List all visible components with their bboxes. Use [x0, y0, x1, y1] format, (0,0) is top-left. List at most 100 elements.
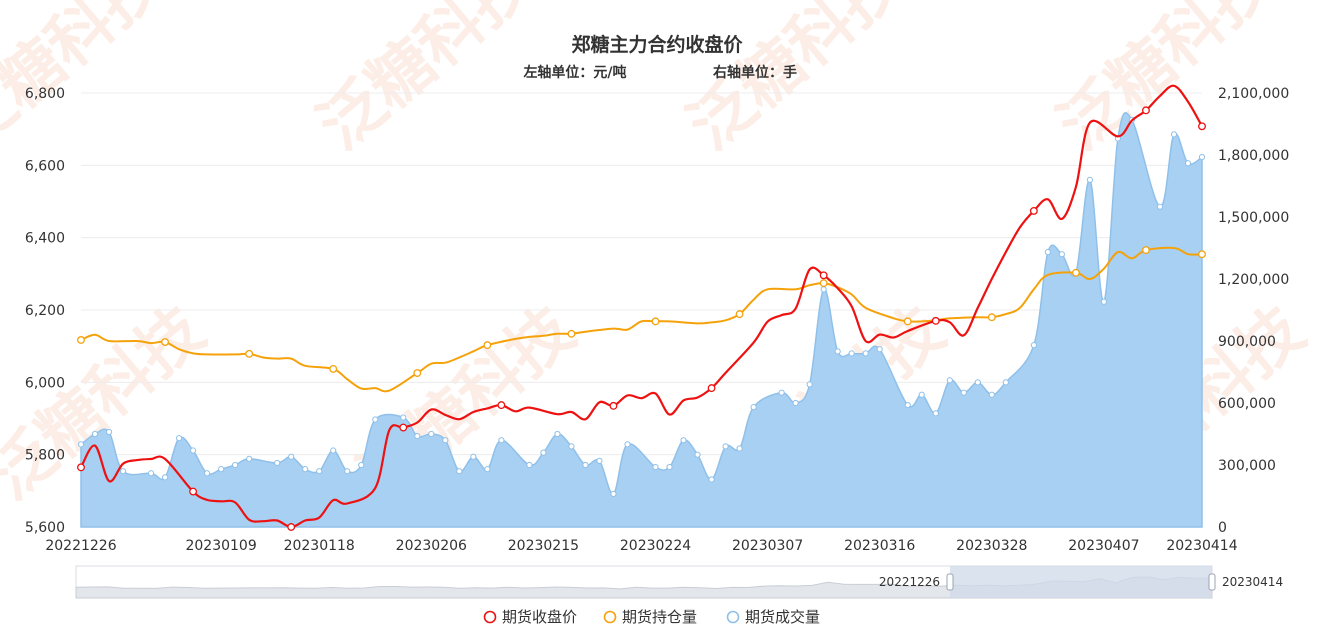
legend[interactable]: 期货收盘价 期货持仓量 期货成交量 [483, 608, 821, 626]
x-tick-label: 20230414 [1166, 538, 1237, 554]
volume-point [470, 453, 477, 460]
open-interest-point [819, 279, 828, 288]
open-interest-point [735, 310, 744, 319]
legend-label[interactable]: 期货成交量 [745, 608, 820, 626]
volume-point [596, 457, 603, 464]
volume-point [232, 461, 239, 469]
datazoom-start-handle[interactable] [946, 573, 954, 591]
right-y-tick-label: 300,000 [1218, 458, 1276, 474]
x-tick-label: 20221226 [45, 538, 116, 554]
datazoom-slider[interactable]: 20221226 20230414 [75, 565, 1283, 599]
price-point [1141, 106, 1150, 115]
volume-point [806, 381, 813, 388]
x-tick-label: 20230206 [396, 538, 467, 554]
volume-point [624, 441, 631, 448]
right-y-tick-label: 900,000 [1218, 334, 1276, 350]
volume-point [820, 286, 827, 293]
left-y-tick-label: 6,400 [25, 231, 65, 247]
legend-label[interactable]: 期货收盘价 [502, 608, 577, 626]
volume-point [708, 476, 715, 483]
volume-point [722, 443, 729, 450]
volume-point [568, 443, 575, 450]
right-y-tick-label: 1,200,000 [1218, 272, 1289, 288]
watermark-text: 泛糖科技 [305, 0, 549, 165]
volume-point [918, 391, 925, 398]
volume-point [1198, 153, 1206, 161]
open-interest-line [80, 246, 1203, 393]
x-tick-label: 20230316 [844, 538, 915, 554]
left-y-tick-label: 6,200 [25, 303, 65, 319]
open-interest-point [903, 317, 912, 326]
legend-label[interactable]: 期货持仓量 [622, 608, 697, 626]
watermark-text: 泛糖科技 [675, 0, 919, 165]
volume-point [974, 379, 981, 386]
price-point [931, 316, 940, 325]
volume-point [316, 468, 323, 475]
open-interest-point [651, 317, 660, 326]
volume-point [946, 377, 953, 384]
right-y-axis: 0 300,000 600,000 900,000 1,200,000 1,500,000… [1218, 86, 1289, 536]
volume-point [218, 466, 225, 473]
volume-point [960, 389, 967, 396]
volume-point [1100, 298, 1108, 305]
open-interest-point [161, 338, 170, 346]
volume-point [876, 346, 883, 353]
datazoom-selected-range [950, 566, 1212, 598]
plot-area [77, 84, 1206, 531]
x-tick-label: 20230109 [185, 538, 256, 554]
volume-point [161, 474, 169, 481]
volume-point [1156, 203, 1164, 210]
left-y-tick-label: 6,800 [25, 86, 65, 102]
right-y-tick-label: 2,100,000 [1218, 86, 1289, 102]
volume-point [414, 432, 421, 440]
datazoom-end-handle[interactable] [1208, 573, 1216, 591]
open-interest-point [1198, 250, 1206, 259]
left-axis-unit: 左轴单位：元/吨 [522, 64, 626, 81]
volume-point [610, 490, 617, 498]
volume-point [1184, 160, 1192, 167]
volume-point [778, 389, 785, 396]
open-interest-point [413, 369, 422, 377]
x-tick-label: 20230307 [732, 538, 803, 554]
left-y-tick-label: 6,000 [25, 375, 65, 391]
price-point [497, 401, 506, 410]
open-interest-point [1071, 268, 1080, 277]
volume-point [119, 468, 127, 475]
volume-point [904, 401, 911, 409]
price-line [80, 84, 1203, 529]
volume-point [498, 437, 505, 444]
volume-point [302, 466, 309, 473]
open-interest-point [245, 349, 254, 358]
volume-point [358, 461, 365, 469]
x-axis: 20221226 20230109 20230118 20230206 20230215… [45, 538, 1237, 554]
open-interest-point [567, 329, 576, 338]
volume-point [246, 455, 253, 462]
volume-point [834, 348, 841, 355]
price-point [399, 423, 408, 432]
datazoom-end-label: 20230414 [1222, 575, 1283, 589]
volume-point [1058, 251, 1065, 258]
open-interest-point [987, 313, 996, 322]
right-y-tick-label: 1,500,000 [1218, 210, 1289, 226]
open-interest-point [329, 364, 338, 373]
x-tick-label: 20230224 [620, 538, 691, 554]
volume-point [1030, 342, 1037, 349]
volume-point [750, 404, 757, 411]
volume-point [77, 441, 85, 448]
volume-point [582, 461, 589, 469]
volume-point [680, 437, 687, 444]
open-interest-point [77, 336, 85, 344]
volume-point [792, 399, 799, 407]
volume-point [372, 416, 379, 423]
volume-point [554, 430, 561, 438]
volume-point [105, 428, 113, 436]
right-axis-unit: 右轴单位：手 [712, 64, 797, 81]
price-point [287, 523, 296, 531]
right-y-tick-label: 0 [1218, 520, 1227, 536]
price-point [609, 401, 618, 410]
right-y-tick-label: 1,800,000 [1218, 148, 1289, 164]
x-tick-label: 20230407 [1068, 538, 1139, 554]
x-tick-label: 20230215 [508, 538, 579, 554]
volume-point [666, 463, 673, 471]
volume-point [932, 410, 939, 417]
